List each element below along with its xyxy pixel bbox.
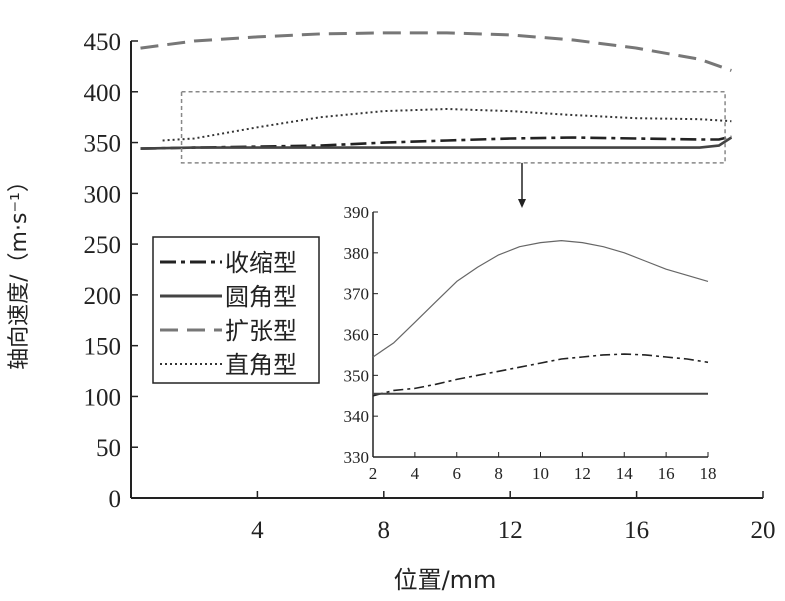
inset-x-tick-label: 4 (411, 464, 420, 483)
zoom-box (180, 91, 726, 164)
legend-label: 扩张型 (225, 317, 297, 345)
y-tick-label: 250 (84, 232, 122, 259)
inset-y-tick-label: 390 (344, 203, 370, 222)
main-line-series-1 (140, 136, 733, 150)
legend-label: 收缩型 (225, 249, 297, 277)
y-axis-label: 轴向速度/（m·s⁻¹） (7, 170, 32, 370)
legend-label: 直角型 (225, 351, 297, 379)
inset-y-tick-label: 350 (344, 366, 370, 385)
inset-line-series-0 (372, 240, 709, 358)
inset-plot: 330 340 350 360 370 380 390 2 4 6 8 10 12 14 16 18 (344, 203, 717, 483)
y-tick-label: 0 (109, 486, 122, 513)
y-tick-label: 200 (84, 283, 122, 310)
legend-box (152, 236, 320, 384)
main-line-series-2 (140, 31, 732, 72)
zoom-indicator (180, 91, 726, 208)
x-tick-label: 4 (251, 517, 264, 544)
inset-x-tick-label: 6 (453, 464, 462, 483)
main-plot: 0 50 100 150 200 250 300 350 400 450 4 8 12 16 20 (84, 29, 776, 544)
legend-label: 圆角型 (225, 283, 297, 311)
x-axis-label: 位置/mm (394, 566, 497, 594)
inset-series (372, 240, 709, 397)
x-tick-label: 12 (498, 517, 523, 544)
inset-background (373, 212, 708, 457)
inset-axes: 330 340 350 360 370 380 390 2 4 6 8 10 12 14 16 18 (344, 203, 717, 483)
y-tick-label: 300 (84, 181, 122, 208)
zoom-arrow-head (518, 199, 526, 208)
main-line-series-3 (162, 108, 732, 142)
main-axes: 0 50 100 150 200 250 300 350 400 450 4 8 12 16 20 (84, 29, 776, 544)
y-tick-label: 100 (84, 384, 122, 411)
inset-x-tick-label: 14 (616, 464, 634, 483)
y-tick-label: 450 (84, 29, 122, 56)
main-series (140, 31, 733, 150)
y-tick-label: 400 (84, 80, 122, 107)
inset-x-tick-label: 8 (494, 464, 503, 483)
inset-x-tick-label: 12 (574, 464, 591, 483)
inset-y-tick-label: 330 (344, 448, 370, 467)
inset-y-tick-label: 380 (344, 244, 370, 263)
inset-line-series-1 (372, 353, 709, 397)
inset-x-tick-label: 18 (700, 464, 717, 483)
inset-x-tick-label: 16 (658, 464, 675, 483)
inset-y-tick-label: 360 (344, 326, 370, 345)
y-tick-label: 50 (96, 435, 121, 462)
x-tick-label: 16 (624, 517, 649, 544)
x-tick-label: 20 (751, 517, 776, 544)
y-tick-label: 150 (84, 334, 122, 361)
inset-x-tick-label: 2 (369, 464, 378, 483)
y-tick-label: 350 (84, 131, 122, 158)
x-tick-label: 8 (378, 517, 391, 544)
inset-y-tick-label: 340 (344, 407, 370, 426)
inset-y-tick-label: 370 (344, 285, 370, 304)
main-line-series-0 (140, 135, 732, 150)
inset-x-tick-label: 10 (532, 464, 549, 483)
